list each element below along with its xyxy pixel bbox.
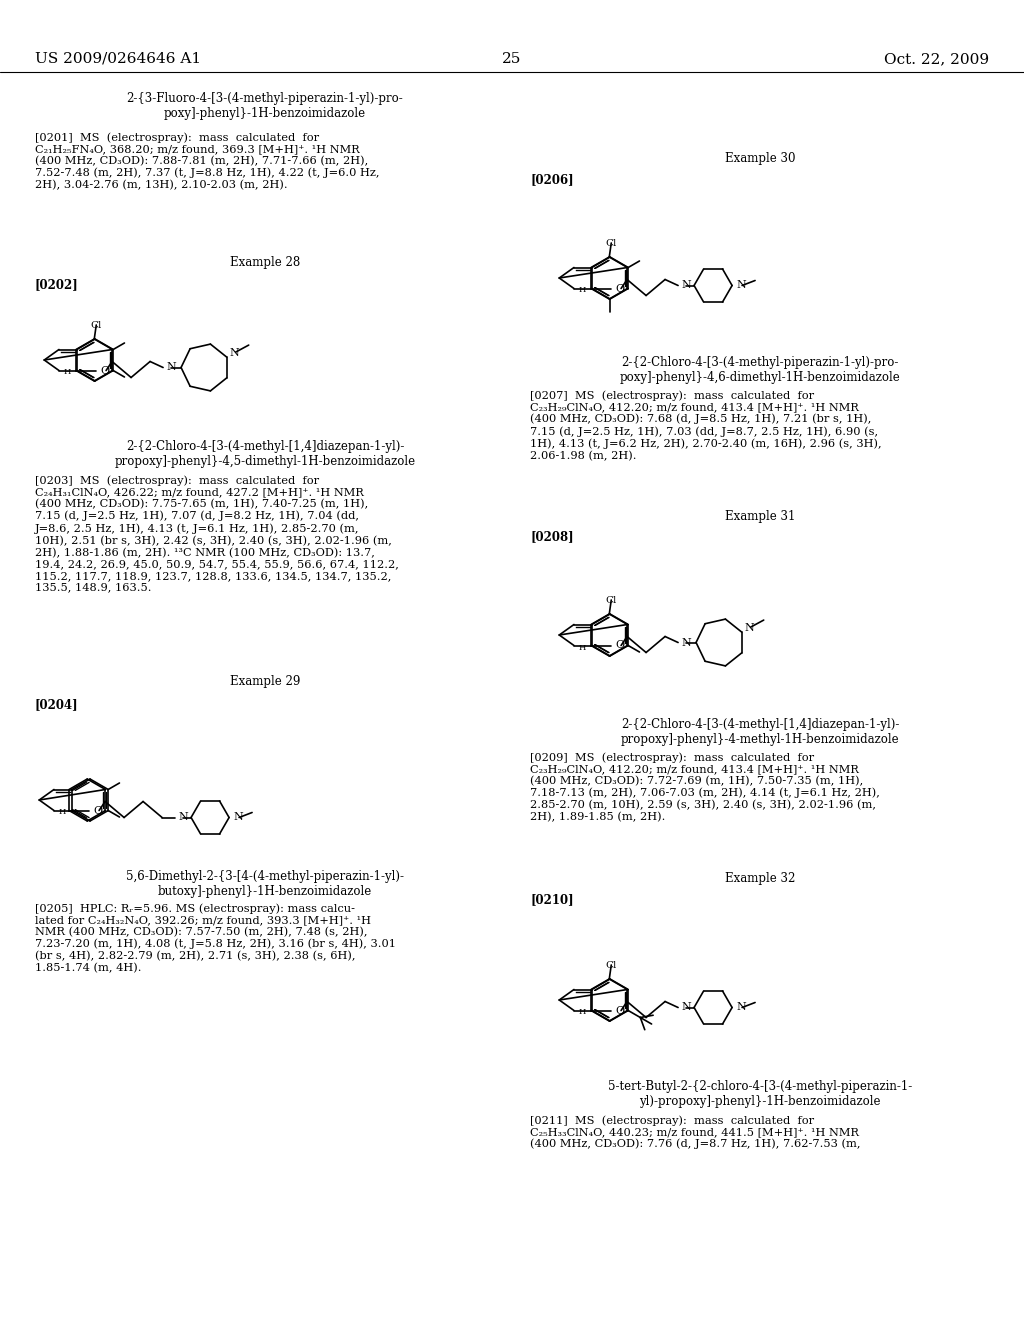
Text: N: N: [736, 281, 745, 290]
Text: [0205]  HPLC: Rᵣ=5.96. MS (electrospray): mass calcu-
lated for C₂₄H₃₂N₄O, 392.2: [0205] HPLC: Rᵣ=5.96. MS (electrospray):…: [35, 903, 396, 973]
Text: Cl: Cl: [90, 321, 102, 330]
Text: [0208]: [0208]: [530, 531, 573, 543]
Text: O: O: [615, 284, 625, 293]
Text: 2-{2-Chloro-4-[3-(4-methyl-[1,4]diazepan-1-yl)-
propoxy]-phenyl}-4-methyl-1H-ben: 2-{2-Chloro-4-[3-(4-methyl-[1,4]diazepan…: [621, 718, 899, 746]
Text: N: N: [681, 638, 691, 648]
Text: [0202]: [0202]: [35, 279, 79, 290]
Text: N: N: [233, 813, 243, 822]
Text: N: N: [178, 813, 187, 822]
Text: 25: 25: [503, 51, 521, 66]
Text: Example 31: Example 31: [725, 510, 796, 523]
Text: 2-{2-Chloro-4-[3-(4-methyl-piperazin-1-yl)-pro-
poxy]-phenyl}-4,6-dimethyl-1H-be: 2-{2-Chloro-4-[3-(4-methyl-piperazin-1-y…: [620, 356, 900, 384]
Text: N: N: [681, 281, 691, 290]
Text: [0204]: [0204]: [35, 698, 79, 711]
Text: [0210]: [0210]: [530, 894, 573, 906]
Text: N: N: [229, 348, 240, 358]
Text: [0209]  MS  (electrospray):  mass  calculated  for
C₂₃H₂₉ClN₄O, 412.20; m/z foun: [0209] MS (electrospray): mass calculate…: [530, 752, 880, 822]
Text: [0206]: [0206]: [530, 173, 573, 186]
Text: Cl: Cl: [605, 961, 616, 970]
Text: Cl: Cl: [605, 597, 616, 605]
Text: [0201]  MS  (electrospray):  mass  calculated  for
C₂₁H₂₅FN₄O, 368.20; m/z found: [0201] MS (electrospray): mass calculate…: [35, 132, 380, 190]
Text: H: H: [579, 286, 587, 294]
Text: 2-{2-Chloro-4-[3-(4-methyl-[1,4]diazepan-1-yl)-
propoxy]-phenyl}-4,5-dimethyl-1H: 2-{2-Chloro-4-[3-(4-methyl-[1,4]diazepan…: [115, 440, 416, 469]
Text: H: H: [579, 644, 587, 652]
Text: [0207]  MS  (electrospray):  mass  calculated  for
C₂₃H₂₉ClN₄O, 412.20; m/z foun: [0207] MS (electrospray): mass calculate…: [530, 389, 882, 461]
Text: N: N: [736, 1002, 745, 1012]
Text: Example 32: Example 32: [725, 873, 796, 884]
Text: 2-{3-Fluoro-4-[3-(4-methyl-piperazin-1-yl)-pro-
poxy]-phenyl}-1H-benzoimidazole: 2-{3-Fluoro-4-[3-(4-methyl-piperazin-1-y…: [127, 92, 403, 120]
Text: O: O: [615, 640, 625, 651]
Text: Oct. 22, 2009: Oct. 22, 2009: [884, 51, 989, 66]
Text: Example 29: Example 29: [229, 675, 300, 688]
Text: O: O: [615, 1006, 625, 1015]
Text: H: H: [59, 808, 67, 817]
Text: Cl: Cl: [605, 239, 616, 248]
Text: 5,6-Dimethyl-2-{3-[4-(4-methyl-piperazin-1-yl)-
butoxy]-phenyl}-1H-benzoimidazol: 5,6-Dimethyl-2-{3-[4-(4-methyl-piperazin…: [126, 870, 404, 898]
Text: H: H: [579, 1008, 587, 1016]
Text: N: N: [681, 1002, 691, 1012]
Text: N: N: [744, 623, 755, 634]
Text: O: O: [100, 366, 110, 375]
Text: [0203]  MS  (electrospray):  mass  calculated  for
C₂₄H₃₁ClN₄O, 426.22; m/z foun: [0203] MS (electrospray): mass calculate…: [35, 475, 399, 593]
Text: N: N: [166, 363, 176, 372]
Text: Example 30: Example 30: [725, 152, 796, 165]
Text: Example 28: Example 28: [229, 256, 300, 269]
Text: [0211]  MS  (electrospray):  mass  calculated  for
C₂₅H₃₃ClN₄O, 440.23; m/z foun: [0211] MS (electrospray): mass calculate…: [530, 1115, 860, 1150]
Text: US 2009/0264646 A1: US 2009/0264646 A1: [35, 51, 201, 66]
Text: H: H: [63, 368, 72, 376]
Text: 5-tert-Butyl-2-{2-chloro-4-[3-(4-methyl-piperazin-1-
yl)-propoxy]-phenyl}-1H-ben: 5-tert-Butyl-2-{2-chloro-4-[3-(4-methyl-…: [608, 1080, 912, 1107]
Text: O: O: [93, 805, 102, 816]
